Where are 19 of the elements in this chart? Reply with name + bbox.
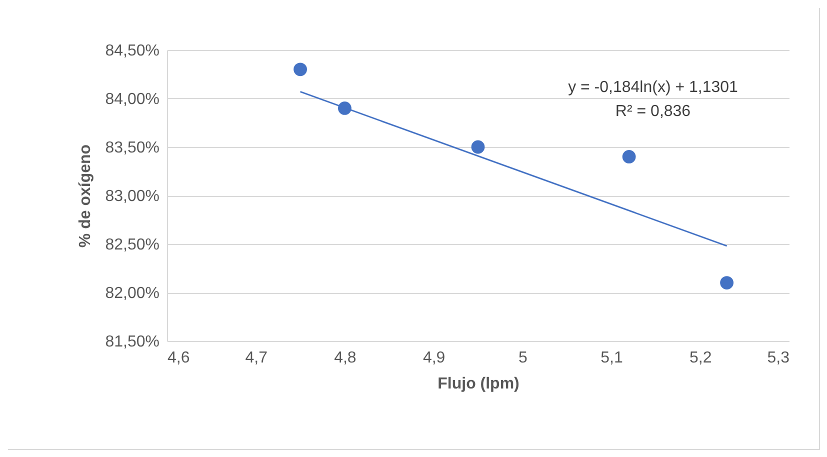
y-tick-label: 84,00% [105, 91, 160, 108]
x-tick-label: 4,7 [245, 350, 268, 366]
x-tick-label: 4,8 [334, 350, 356, 366]
x-tick-label: 5,2 [690, 350, 712, 366]
y-tick-label: 81,50% [105, 334, 160, 350]
y-tick-label: 82,00% [105, 285, 160, 302]
y-tick-label: 84,50% [105, 42, 160, 60]
x-tick-label: 4,9 [422, 350, 446, 366]
y-tick-label: 83,50% [105, 140, 160, 156]
y-axis-title: % de oxígeno [77, 144, 94, 248]
x-tick-label: 5,1 [600, 350, 624, 366]
y-tick-label: 83,00% [105, 188, 160, 205]
x-axis-title: Flujo (lpm) [438, 376, 520, 392]
x-tick-label: 5 [518, 350, 528, 366]
x-tick-label: 5,3 [767, 350, 790, 366]
x-tick-label: 4,6 [168, 350, 190, 366]
y-tick-label: 82,50% [105, 236, 160, 254]
annotation: y = -0,184ln(x) + 1,1301 [568, 79, 738, 96]
annotation: R² = 0,836 [615, 103, 691, 120]
